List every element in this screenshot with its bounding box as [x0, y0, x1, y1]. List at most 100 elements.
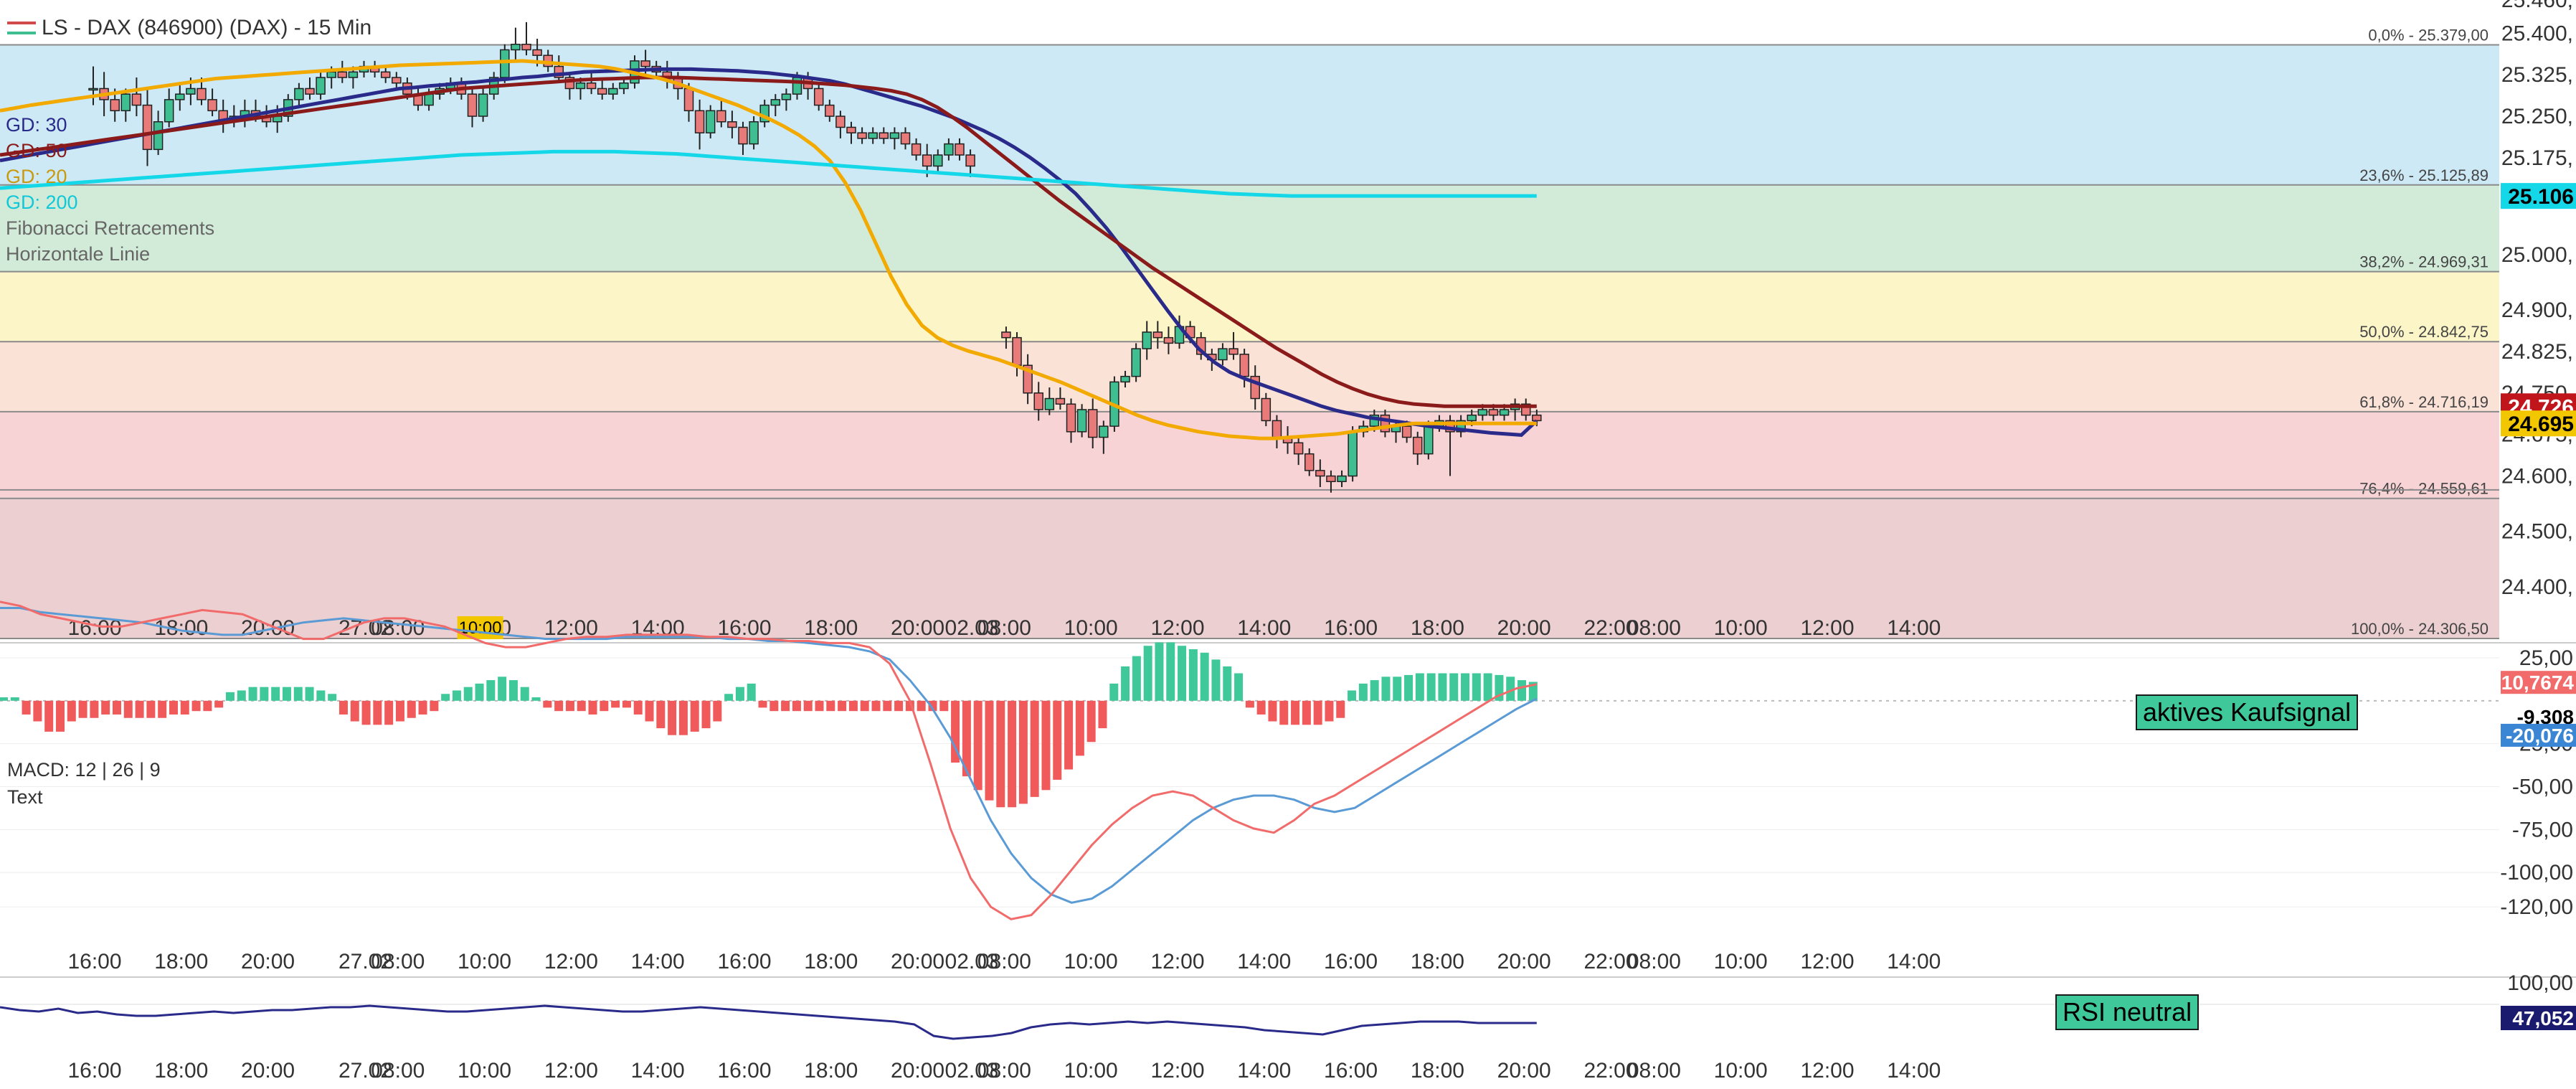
macd-hist-bar [1223, 666, 1232, 701]
macd-hist-bar [191, 700, 201, 712]
rsi-time-axis-label: 12:00 [1150, 1059, 1204, 1083]
macd-hist-bar [1461, 673, 1470, 701]
macd-hist-bar [713, 700, 722, 722]
macd-hist-bar [214, 700, 224, 708]
macd-hist-bar [803, 700, 813, 712]
candle-body [955, 143, 965, 156]
candle-body [965, 154, 975, 167]
macd-signal-box: aktives Kaufsignal [2136, 694, 2359, 730]
legend-gd20[interactable]: GD: 20 [6, 166, 67, 187]
macd-hist-bar [1211, 659, 1221, 701]
macd-hist-bar [520, 687, 529, 701]
macd-hist-bar [1302, 700, 1311, 725]
macd-hist-bar [33, 700, 42, 722]
macd-hist-bar [1483, 673, 1492, 701]
candle-body [813, 88, 824, 106]
candle-body [586, 82, 597, 90]
candle-body [1304, 453, 1315, 471]
candle-body [1163, 336, 1174, 344]
macd-hist-bar [860, 700, 869, 712]
candle-body [1348, 431, 1358, 477]
macd-time-axis-label: 20:00 [1497, 950, 1551, 974]
macd-line [0, 607, 1538, 904]
macd-hist-bar [894, 700, 904, 712]
fib-label-3: 50,0% - 24.842,75 [2359, 323, 2489, 341]
candle-body [142, 104, 153, 151]
time-axis-label: 12:00 [1150, 616, 1204, 640]
candle-body [1120, 375, 1130, 383]
macd-hist-bar [316, 690, 326, 701]
legend-gd200[interactable]: GD: 200 [6, 192, 78, 213]
macd-hist-bar [430, 700, 439, 712]
macd-hist-bar [1234, 673, 1244, 701]
chart-title: LS - DAX (846900) (DAX) - 15 Min [42, 16, 372, 39]
macd-hist-bar [577, 700, 586, 712]
macd-hist-bar [1438, 673, 1447, 701]
candle-body [1076, 409, 1087, 433]
macd-axis-tick: -100,00 [2500, 861, 2573, 885]
macd-hist-bar [248, 687, 257, 701]
macd-hist-bar [271, 687, 280, 701]
candle-body [1412, 436, 1423, 455]
macd-hist-bar [735, 687, 744, 701]
candle-body [889, 132, 900, 139]
macd-hist-bar [78, 700, 87, 718]
macd-hist-bar [939, 700, 949, 712]
line-series-icon [7, 22, 36, 34]
fib-zone-0 [0, 44, 2499, 185]
legend-horizontal-line[interactable]: Horizontale Linie [6, 243, 151, 265]
price-badge-text: 24.695 [2508, 412, 2574, 436]
rsi-time-axis-label: 14:00 [1237, 1059, 1291, 1083]
rsi-time-axis-label: 02.03 [945, 1059, 999, 1083]
macd-label: MACD: 12 | 26 | 9 [7, 759, 161, 781]
candle-body [716, 110, 726, 123]
legend-gd50[interactable]: GD: 50 [6, 140, 67, 161]
macd-hist-bar [0, 697, 8, 701]
candle-body [1055, 397, 1066, 405]
time-axis-label: 14:00 [1237, 616, 1291, 640]
candle-body [131, 93, 142, 106]
macd-hist-bar [1178, 646, 1187, 701]
legend-fibonacci[interactable]: Fibonacci Retracements [6, 217, 215, 239]
macd-hist-bar [848, 700, 858, 712]
macd-hist-bar [1313, 700, 1322, 725]
rsi-signal-box: RSI neutral [2055, 994, 2199, 1030]
macd-hist-bar [1472, 673, 1481, 701]
macd-hist-bar [600, 700, 609, 712]
candle-body [694, 110, 705, 133]
time-axis-label: 10:00 [1714, 616, 1768, 640]
macd-hist-bar [656, 700, 666, 729]
macd-time-axis-label: 08:00 [977, 950, 1031, 974]
macd-hist-bar [350, 700, 359, 722]
macd-hist-bar [1098, 700, 1107, 729]
fib-label-6: 100,0% - 24.306,50 [2351, 620, 2489, 638]
legend-gd30[interactable]: GD: 30 [6, 114, 67, 136]
candle-body [164, 99, 174, 123]
rsi-axis-tick: 100,00 [2507, 971, 2573, 995]
macd-hist-bar [826, 700, 835, 712]
macd-hist-bar [338, 700, 348, 715]
macd-time-axis-label: 14:00 [1887, 950, 1941, 974]
macd-hist-bar [498, 676, 507, 701]
macd-hist-bar [996, 700, 1005, 808]
macd-badge-text: 10,7674 [2501, 671, 2575, 694]
time-axis-label: 16:00 [1324, 616, 1378, 640]
macd-time-axis-label: 20:00 [891, 950, 944, 974]
candle-body [900, 132, 911, 145]
time-axis-label: 18:00 [154, 616, 208, 640]
candle-body [868, 132, 878, 139]
macd-hist-bar [1166, 642, 1175, 701]
candle-body [575, 82, 586, 90]
macd-hist-bar [1336, 700, 1345, 718]
macd-hist-bar [645, 700, 654, 722]
macd-time-axis-label: 10:00 [1714, 950, 1768, 974]
macd-hist-bar [1291, 700, 1300, 725]
macd-hist-bar [1415, 673, 1424, 701]
candle-body [175, 93, 185, 100]
rsi-time-axis-label: 20:00 [1497, 1059, 1551, 1083]
price-axis-tick: 24.400, [2501, 575, 2573, 599]
candle-body [922, 154, 932, 167]
time-axis-label: 02.03 [945, 616, 999, 640]
fib-label-0: 0,0% - 25.379,00 [2368, 26, 2489, 44]
